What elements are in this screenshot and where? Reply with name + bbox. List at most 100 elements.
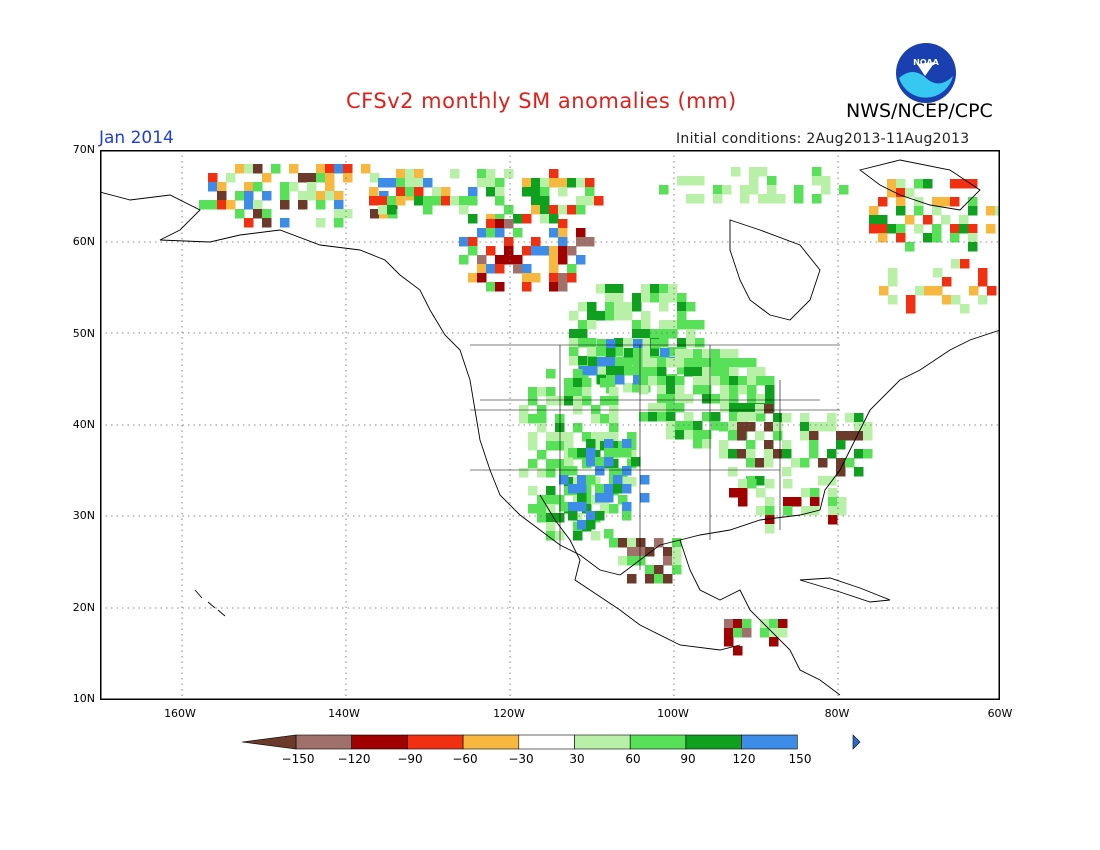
anomaly-cell	[809, 449, 819, 459]
anomaly-cell	[459, 205, 469, 215]
anomaly-cell	[729, 367, 739, 377]
anomaly-cell	[933, 286, 943, 296]
anomaly-cell	[863, 431, 873, 441]
anomaly-cell	[585, 196, 595, 206]
anomaly-cell	[450, 169, 460, 179]
anomaly-cell	[528, 387, 538, 397]
anomaly-cell	[932, 197, 942, 207]
anomaly-cell	[666, 358, 676, 368]
anomaly-cell	[657, 358, 667, 368]
anomaly-cell	[208, 182, 218, 192]
anomaly-cell	[828, 515, 838, 525]
anomaly-cell	[845, 431, 855, 441]
anomaly-cell	[765, 376, 775, 386]
anomaly-cell	[577, 520, 587, 530]
anomaly-cell	[549, 214, 559, 224]
anomaly-cell	[914, 197, 924, 207]
anomaly-cell	[648, 367, 658, 377]
anomaly-cell	[528, 441, 538, 451]
anomaly-cell	[316, 164, 326, 174]
anomaly-cell	[609, 459, 619, 469]
colorbar-bin	[518, 734, 575, 750]
anomaly-cell	[235, 191, 245, 201]
anomaly-cell	[896, 206, 906, 216]
anomaly-cell	[423, 178, 433, 188]
anomaly-cell	[604, 484, 614, 494]
anomaly-cell	[573, 369, 583, 379]
anomaly-cell	[756, 488, 766, 498]
anomaly-cell	[650, 293, 660, 303]
anomaly-cell	[604, 439, 614, 449]
anomaly-cell	[729, 349, 739, 359]
anomaly-cell	[325, 173, 335, 183]
anomaly-cell	[827, 413, 837, 423]
anomaly-cell	[596, 311, 606, 321]
anomaly-map	[100, 150, 1000, 700]
anomaly-cell	[821, 185, 831, 195]
anomaly-cell	[609, 396, 619, 406]
anomaly-cell	[486, 169, 496, 179]
anomaly-cell	[684, 358, 694, 368]
anomaly-cell	[334, 164, 344, 174]
coastline	[194, 589, 226, 617]
anomaly-cell	[262, 209, 272, 219]
anomaly-cell	[477, 273, 487, 283]
anomaly-cell	[558, 255, 568, 265]
anomaly-cell	[531, 178, 541, 188]
anomaly-cell	[695, 194, 705, 204]
anomaly-cell	[878, 233, 888, 243]
colorbar-label-3: −90	[397, 752, 423, 766]
anomaly-cell	[693, 358, 703, 368]
anomaly-cell	[878, 215, 888, 225]
anomaly-cell	[253, 164, 263, 174]
anomaly-cell	[778, 619, 788, 629]
anomaly-cell	[609, 432, 619, 442]
anomaly-cell	[693, 367, 703, 377]
anomaly-cell	[711, 358, 721, 368]
anomaly-cell	[702, 358, 712, 368]
anomaly-cell	[567, 205, 577, 215]
anomaly-cell	[618, 477, 628, 487]
anomaly-cell	[519, 468, 529, 478]
anomaly-cell	[559, 502, 569, 512]
anomaly-cell	[627, 432, 637, 442]
anomaly-cell	[733, 628, 743, 638]
anomaly-cell	[522, 246, 532, 256]
anomaly-cell	[519, 414, 529, 424]
anomaly-cell	[208, 200, 218, 210]
anomaly-cell	[657, 403, 667, 413]
anomaly-cell	[959, 215, 969, 225]
anomaly-cell	[537, 450, 547, 460]
anomaly-cell	[641, 338, 651, 348]
anomaly-cell	[764, 422, 774, 432]
anomaly-cell	[569, 329, 579, 339]
anomaly-cell	[778, 628, 788, 638]
anomaly-cell	[724, 628, 734, 638]
anomaly-cell	[639, 385, 649, 395]
anomaly-cell	[837, 497, 847, 507]
anomaly-cell	[244, 200, 254, 210]
anomaly-cell	[765, 479, 775, 489]
anomaly-cell	[654, 538, 664, 548]
anomaly-cell	[645, 565, 655, 575]
anomaly-cell	[558, 228, 568, 238]
anomaly-cell	[537, 513, 547, 523]
anomaly-cell	[729, 358, 739, 368]
anomaly-cell	[546, 468, 556, 478]
anomaly-cell	[595, 511, 605, 521]
anomaly-cell	[740, 185, 750, 195]
anomaly-cell	[325, 164, 335, 174]
anomaly-cell	[569, 356, 579, 366]
anomaly-cell	[719, 422, 729, 432]
anomaly-cell	[564, 432, 574, 442]
anomaly-cell	[546, 531, 556, 541]
anomaly-cell	[827, 422, 837, 432]
anomaly-cell	[486, 246, 496, 256]
anomaly-cell	[657, 385, 667, 395]
anomaly-cell	[546, 396, 556, 406]
anomaly-cell	[280, 191, 290, 201]
anomaly-cell	[773, 449, 783, 459]
anomaly-cell	[528, 486, 538, 496]
anomaly-cell	[702, 385, 712, 395]
anomaly-cell	[343, 173, 353, 183]
